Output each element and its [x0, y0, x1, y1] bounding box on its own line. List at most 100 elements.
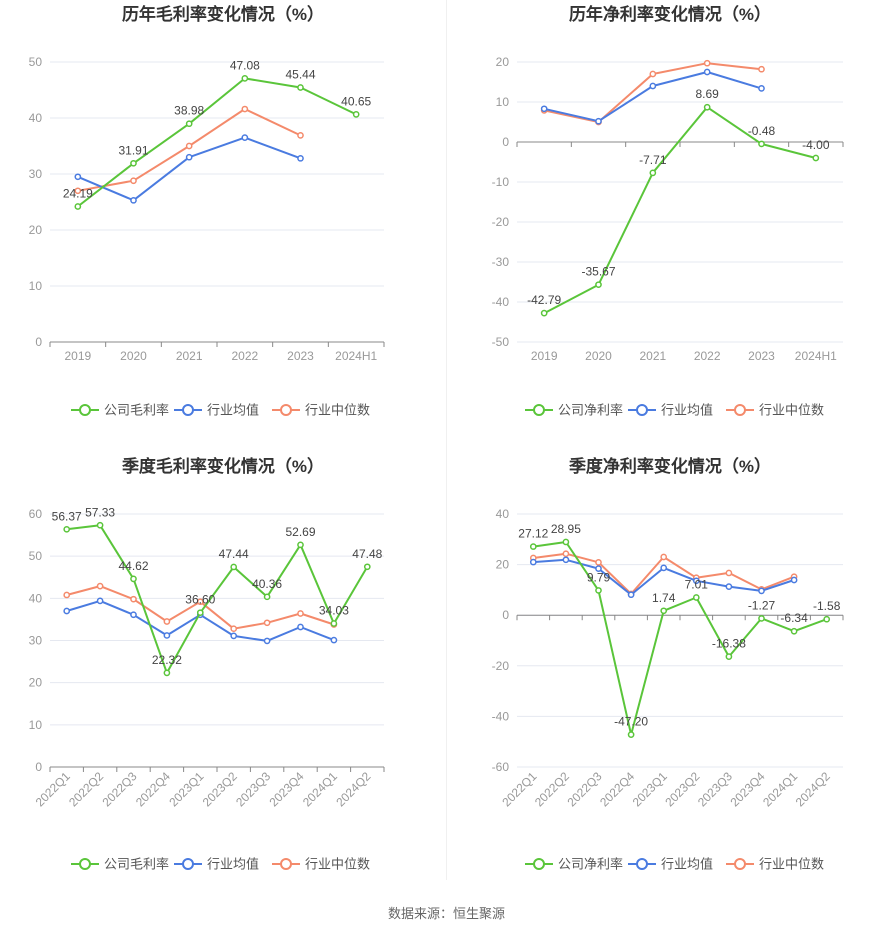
data-point-industry-avg[interactable]	[725, 583, 733, 590]
legend-marker-company[interactable]	[79, 858, 91, 870]
legend-label-company[interactable]: 公司毛利率	[104, 857, 169, 872]
legend-label-industry-avg[interactable]: 行业均值	[661, 857, 713, 872]
data-point-company[interactable]	[74, 203, 82, 210]
legend-marker-industry-median[interactable]	[280, 858, 292, 870]
data-point-industry-avg[interactable]	[758, 85, 765, 92]
data-point-industry-avg[interactable]	[130, 196, 137, 204]
data-point-industry-avg[interactable]	[63, 607, 71, 615]
legend-label-industry-median[interactable]: 行业中位数	[305, 403, 370, 418]
data-point-industry-median[interactable]	[703, 59, 711, 67]
legend-marker-industry-avg[interactable]	[636, 858, 648, 870]
data-point-industry-median[interactable]	[130, 595, 137, 603]
legend-label-industry-median[interactable]: 行业中位数	[759, 857, 824, 872]
data-point-industry-avg[interactable]	[330, 636, 338, 644]
data-point-industry-avg[interactable]	[74, 173, 82, 181]
data-point-industry-avg[interactable]	[230, 632, 238, 640]
data-point-company[interactable]	[363, 563, 371, 571]
data-point-industry-avg[interactable]	[540, 105, 548, 113]
data-point-industry-median[interactable]	[130, 177, 137, 185]
legend-label-industry-avg[interactable]: 行业均值	[661, 403, 713, 418]
legend-marker-company[interactable]	[79, 404, 91, 416]
legend-marker-industry-median[interactable]	[734, 404, 746, 416]
data-point-industry-avg[interactable]	[595, 565, 602, 572]
data-point-industry-avg[interactable]	[758, 587, 765, 595]
data-point-industry-median[interactable]	[63, 591, 71, 599]
data-point-industry-avg[interactable]	[692, 577, 700, 585]
data-point-company[interactable]	[595, 281, 602, 289]
data-point-company[interactable]	[196, 609, 204, 617]
data-point-company[interactable]	[812, 154, 820, 162]
data-point-industry-avg[interactable]	[627, 591, 635, 599]
data-point-industry-avg[interactable]	[130, 611, 137, 619]
legend-marker-industry-median[interactable]	[280, 404, 292, 416]
data-point-company[interactable]	[823, 615, 831, 623]
legend-label-industry-avg[interactable]: 行业均值	[207, 403, 259, 418]
legend-marker-industry-avg[interactable]	[182, 858, 194, 870]
data-point-industry-median[interactable]	[660, 553, 668, 561]
legend-label-industry-median[interactable]: 行业中位数	[305, 857, 370, 872]
data-point-industry-median[interactable]	[297, 132, 304, 139]
legend-label-company[interactable]: 公司净利率	[558, 403, 623, 418]
data-point-company[interactable]	[790, 627, 798, 635]
data-point-industry-median[interactable]	[241, 105, 249, 113]
data-point-industry-median[interactable]	[758, 65, 765, 73]
data-point-industry-avg[interactable]	[241, 134, 249, 141]
data-point-industry-avg[interactable]	[649, 82, 657, 90]
data-point-company[interactable]	[627, 731, 635, 738]
data-point-company[interactable]	[330, 620, 338, 627]
data-point-industry-median[interactable]	[185, 142, 193, 150]
data-point-industry-median[interactable]	[562, 550, 570, 558]
data-point-company[interactable]	[562, 538, 570, 546]
data-point-company[interactable]	[130, 575, 137, 583]
legend-label-company[interactable]: 公司毛利率	[104, 403, 169, 418]
data-point-industry-median[interactable]	[649, 70, 657, 78]
data-point-company[interactable]	[163, 669, 171, 677]
legend-label-industry-median[interactable]: 行业中位数	[759, 403, 824, 418]
data-point-industry-avg[interactable]	[703, 68, 711, 76]
data-point-industry-avg[interactable]	[529, 558, 537, 566]
data-point-company[interactable]	[185, 120, 193, 128]
data-point-industry-median[interactable]	[263, 619, 271, 627]
data-point-company[interactable]	[758, 140, 765, 148]
data-point-company[interactable]	[96, 521, 104, 529]
data-point-company[interactable]	[241, 75, 249, 82]
data-point-industry-avg[interactable]	[790, 576, 798, 584]
data-point-company[interactable]	[725, 653, 733, 660]
data-point-industry-avg[interactable]	[595, 117, 602, 125]
data-point-industry-avg[interactable]	[660, 564, 668, 572]
legend-label-industry-avg[interactable]: 行业均值	[207, 857, 259, 872]
legend-marker-industry-avg[interactable]	[182, 404, 194, 416]
data-point-industry-median[interactable]	[230, 625, 238, 633]
data-point-company[interactable]	[263, 593, 271, 601]
legend-marker-industry-median[interactable]	[734, 858, 746, 870]
data-point-company[interactable]	[703, 103, 711, 111]
legend-label-company[interactable]: 公司净利率	[558, 857, 623, 872]
data-point-industry-avg[interactable]	[297, 154, 304, 162]
data-point-company[interactable]	[595, 587, 602, 594]
data-point-company[interactable]	[758, 615, 765, 622]
data-point-industry-avg[interactable]	[185, 153, 193, 161]
data-point-company[interactable]	[63, 525, 71, 533]
data-point-industry-avg[interactable]	[163, 632, 171, 639]
legend-marker-company[interactable]	[533, 404, 545, 416]
data-point-company[interactable]	[692, 594, 700, 601]
legend-marker-company[interactable]	[533, 858, 545, 870]
data-point-industry-median[interactable]	[74, 187, 82, 195]
data-point-industry-avg[interactable]	[562, 556, 570, 564]
data-point-company[interactable]	[230, 563, 238, 571]
data-point-company[interactable]	[660, 607, 668, 615]
data-point-company[interactable]	[352, 111, 360, 118]
data-point-industry-median[interactable]	[595, 558, 602, 566]
data-point-industry-avg[interactable]	[297, 623, 304, 631]
data-point-company[interactable]	[529, 543, 537, 550]
data-point-company[interactable]	[649, 169, 657, 177]
legend-marker-industry-avg[interactable]	[636, 404, 648, 416]
data-point-industry-avg[interactable]	[263, 637, 271, 645]
data-point-company[interactable]	[297, 84, 304, 91]
data-point-industry-median[interactable]	[196, 598, 204, 606]
data-point-industry-avg[interactable]	[96, 597, 104, 605]
data-point-company[interactable]	[297, 541, 304, 549]
data-point-industry-median[interactable]	[163, 618, 171, 625]
data-point-industry-median[interactable]	[96, 582, 104, 590]
data-point-industry-median[interactable]	[297, 610, 304, 617]
